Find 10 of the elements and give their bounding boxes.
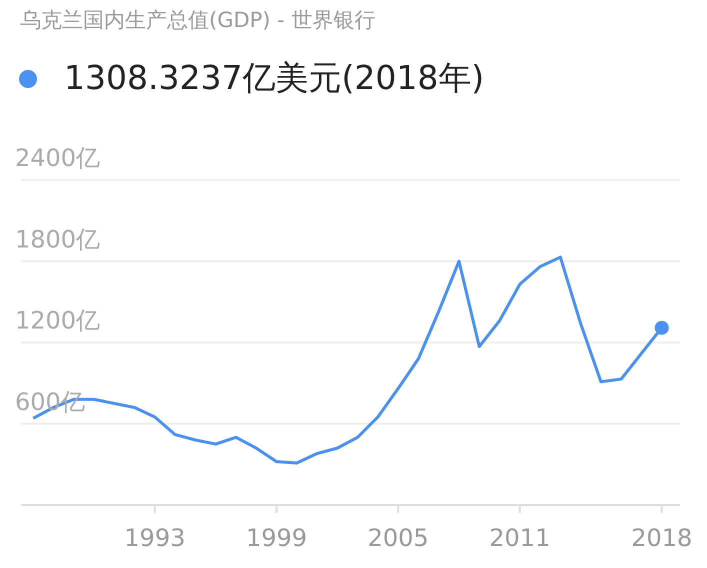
x-tick-label: 1999	[246, 524, 308, 552]
y-tick-label: 2400亿	[15, 144, 100, 172]
x-tick-label: 2005	[368, 524, 429, 552]
x-tick-label: 2018	[631, 524, 692, 552]
legend-label: 1308.3237亿美元(2018年)	[64, 57, 484, 99]
y-tick-label: 1800亿	[15, 225, 100, 254]
chart-title: 乌克兰国内生产总值(GDP) - 世界银行	[20, 7, 376, 34]
x-tick-label: 1993	[124, 524, 186, 552]
y-tick-label: 1200亿	[15, 306, 100, 334]
x-tick-label: 2011	[489, 524, 550, 552]
